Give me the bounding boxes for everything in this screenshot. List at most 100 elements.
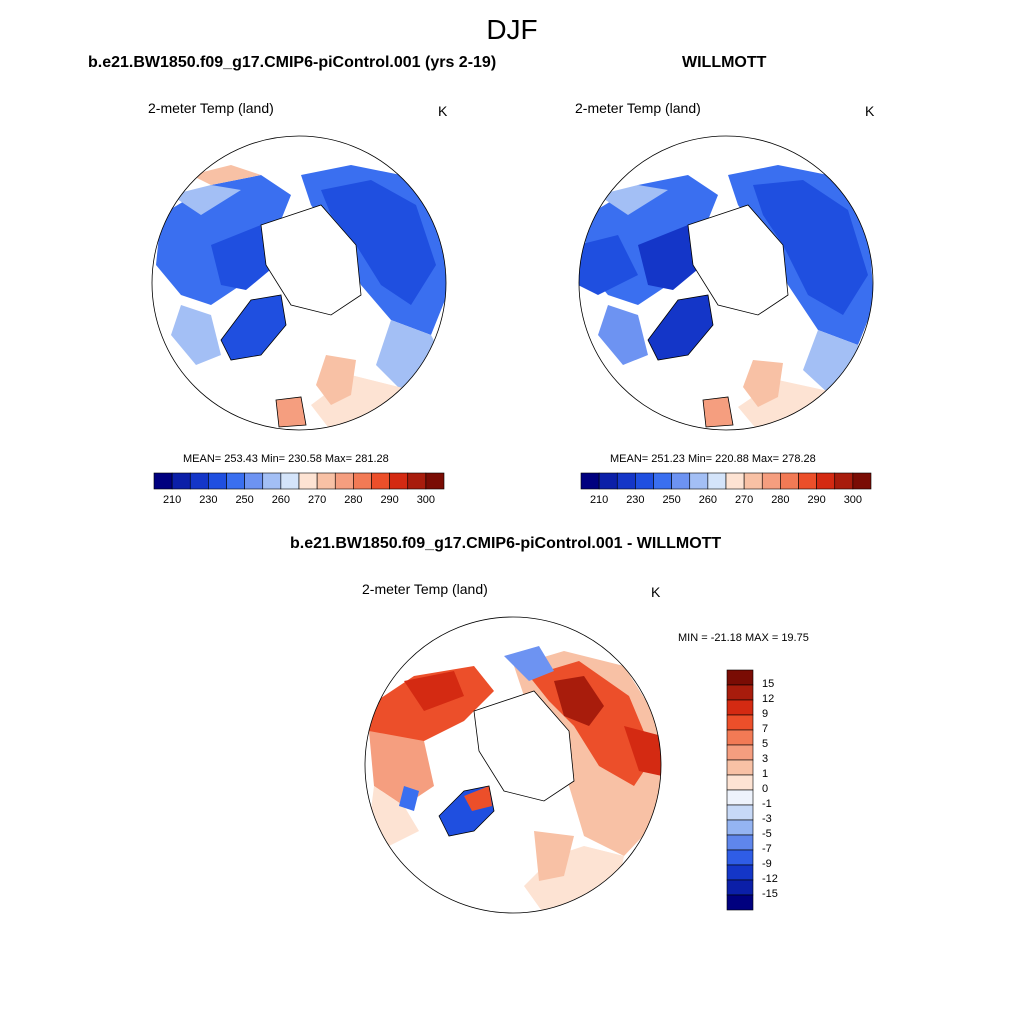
colorbar-swatch [743,472,763,490]
colorbar-tick-label: 3 [762,753,769,765]
colorbar-tick-label: -9 [762,858,772,870]
colorbar-swatch [689,472,709,490]
colorbar-swatch [780,472,799,490]
colorbar-tick-label: 12 [762,693,775,705]
colorbar-swatch [726,849,754,866]
polar-map-diff [364,616,662,914]
colorbar-tick-label: -1 [762,798,772,810]
panel-title-diff: b.e21.BW1850.f09_g17.CMIP6-piControl.001… [290,535,722,552]
colorbar-swatch [726,864,754,881]
colorbar-tick-label: 250 [662,494,681,506]
main-title: DJF [486,14,538,45]
colorbar-swatch [389,472,409,490]
colorbar-tick-label: -5 [762,828,772,840]
colorbar-swatch [726,804,754,821]
colorbar-ticks-diff: 15 12 9 7 5 3 1 0 -1 -3 -5 -7 -9 -12 -15 [758,670,798,910]
colorbar-swatch [316,472,336,490]
colorbar-tick-label: -7 [762,843,772,855]
colorbar-tick-label: 210 [589,494,609,506]
colorbar-swatch [262,472,282,490]
colorbar-swatch [653,472,672,490]
unit-label-model: K [438,103,448,119]
polar-map-model [151,135,447,431]
colorbar-tick-label: 300 [843,494,863,506]
colorbar-tick-label: 260 [271,494,291,506]
colorbar-swatch [726,894,754,911]
colorbar-swatch [580,472,600,490]
colorbar-swatch [353,472,372,490]
colorbar-swatch [726,819,754,836]
colorbar-swatch [798,472,817,490]
colorbar-swatch [635,472,654,490]
colorbar-swatch [280,472,300,490]
colorbar-tick-label: 7 [762,723,769,735]
colorbar-swatch [725,472,745,490]
colorbar-tick-label: 9 [762,708,769,720]
colorbar-swatch [226,472,245,490]
colorbar-swatch [707,472,727,490]
colorbar-tick-label: -15 [762,888,778,900]
colorbar-swatch [726,759,754,776]
variable-label-obs: 2-meter Temp (land) [575,100,701,116]
colorbar-swatch [726,714,754,731]
colorbar-tick-label: 280 [771,494,790,506]
colorbar-swatch [726,669,754,686]
colorbar-swatch [244,472,264,490]
stats-model: MEAN= 253.43 Min= 230.58 Max= 281.28 [183,453,389,465]
colorbar-swatch [726,699,754,716]
colorbar-tick-label: 1 [762,768,769,780]
colorbar-swatch [852,472,872,490]
variable-label-model: 2-meter Temp (land) [148,100,274,116]
colorbar-swatch [208,472,227,490]
stats-obs: MEAN= 251.23 Min= 220.88 Max= 278.28 [610,453,816,465]
colorbar-tick-label: 300 [416,494,436,506]
colorbar-tick-label: 230 [626,494,645,506]
polar-map-obs [578,135,874,431]
colorbar-swatch [726,744,754,761]
colorbar-tick-label: 290 [380,494,399,506]
stats-diff: MIN = -21.18 MAX = 19.75 [678,632,809,644]
colorbar-swatch [726,834,754,851]
panel-title-model: b.e21.BW1850.f09_g17.CMIP6-piControl.001… [88,54,497,71]
colorbar-swatch [616,472,636,490]
colorbar-swatch [726,774,754,791]
colorbar-tick-label: 270 [734,494,754,506]
panel-title-obs: WILLMOTT [682,54,767,71]
colorbar-swatch [189,472,209,490]
colorbar-swatch [726,879,754,896]
colorbar-swatch [407,472,427,490]
colorbar-tick-label: -12 [762,873,778,885]
colorbar-tick-label: 5 [762,738,769,750]
colorbar-tick-label: 280 [344,494,363,506]
colorbar-swatch [425,472,445,490]
colorbar-ticks-model: 210 230 250 260 270 280 290 300 [154,494,444,508]
colorbar-tick-label: 15 [762,678,775,690]
unit-label-obs: K [865,103,875,119]
colorbar-swatch [761,472,781,490]
colorbar-swatch [834,472,854,490]
unit-label-diff: K [651,584,661,600]
colorbar-tick-label: 210 [162,494,182,506]
colorbar-swatch [171,472,191,490]
colorbar-tick-label: 250 [235,494,254,506]
colorbar-swatch [371,472,390,490]
colorbar-tick-label: 260 [698,494,718,506]
colorbar-swatch [598,472,618,490]
colorbar-swatch [816,472,836,490]
colorbar-tick-label: -3 [762,813,772,825]
colorbar-swatch [671,472,691,490]
colorbar-tick-label: 270 [307,494,327,506]
colorbar-ticks-obs: 210 230 250 260 270 280 290 300 [581,494,871,508]
colorbar-model [153,472,445,490]
colorbar-swatch [726,729,754,746]
colorbar-swatch [334,472,354,490]
colorbar-obs [580,472,872,490]
colorbar-tick-label: 0 [762,783,769,795]
colorbar-swatch [153,472,173,490]
colorbar-tick-label: 290 [807,494,826,506]
colorbar-swatch [298,472,318,490]
colorbar-diff [726,669,754,911]
colorbar-swatch [726,789,754,806]
colorbar-swatch [726,684,754,701]
variable-label-diff: 2-meter Temp (land) [362,581,488,597]
